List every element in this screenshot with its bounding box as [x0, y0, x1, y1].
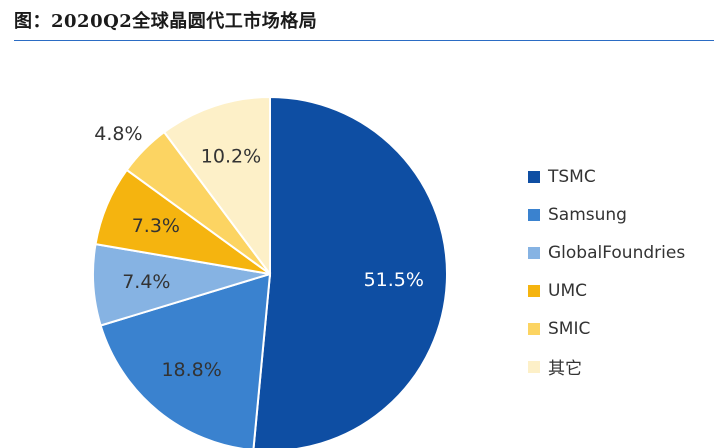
- data-label-2: 7.4%: [122, 271, 170, 293]
- legend-item-0: TSMC: [528, 165, 685, 188]
- legend-item-2: GlobalFoundries: [528, 241, 685, 264]
- data-label-5: 10.2%: [201, 145, 261, 167]
- pie-slice-5: [162, 95, 271, 278]
- legend-swatch: [528, 284, 540, 297]
- legend-swatch: [528, 360, 540, 373]
- data-label-4: 4.8%: [94, 123, 142, 145]
- legend-label: TSMC: [548, 166, 596, 187]
- data-label-3: 7.3%: [132, 215, 180, 237]
- data-label-1: 18.8%: [161, 359, 221, 381]
- chart-title: 图：2020Q2全球晶圆代工市场格局: [14, 11, 318, 32]
- legend-swatch: [528, 208, 540, 221]
- legend-item-1: Samsung: [528, 203, 685, 226]
- legend-label: UMC: [548, 280, 587, 301]
- chart-legend: TSMC Samsung GlobalFoundries UMC SMIC 其它: [528, 165, 685, 393]
- title-divider: [14, 40, 714, 41]
- legend-label: 其它: [548, 359, 582, 379]
- pie-slice-1: [99, 272, 272, 448]
- legend-swatch: [528, 322, 540, 335]
- legend-swatch: [528, 246, 540, 259]
- legend-item-4: SMIC: [528, 317, 685, 340]
- legend-item-3: UMC: [528, 279, 685, 302]
- legend-label: Samsung: [548, 204, 627, 225]
- legend-swatch: [528, 170, 540, 183]
- data-label-0: 51.5%: [364, 269, 424, 291]
- legend-label: SMIC: [548, 318, 591, 339]
- legend-item-5: 其它: [528, 355, 685, 379]
- legend-label: GlobalFoundries: [548, 242, 686, 263]
- pie-slice-0: [252, 95, 448, 448]
